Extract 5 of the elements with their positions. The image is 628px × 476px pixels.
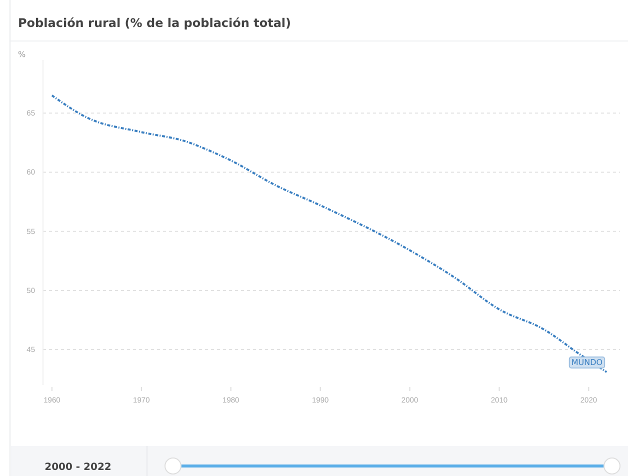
chart-title: Población rural (% de la población total) [18, 16, 292, 30]
series-label: MUNDO [571, 358, 603, 367]
y-axis-title: % [18, 50, 26, 59]
text: 2000 - 2022 [44, 462, 112, 473]
line-series [50, 94, 608, 373]
